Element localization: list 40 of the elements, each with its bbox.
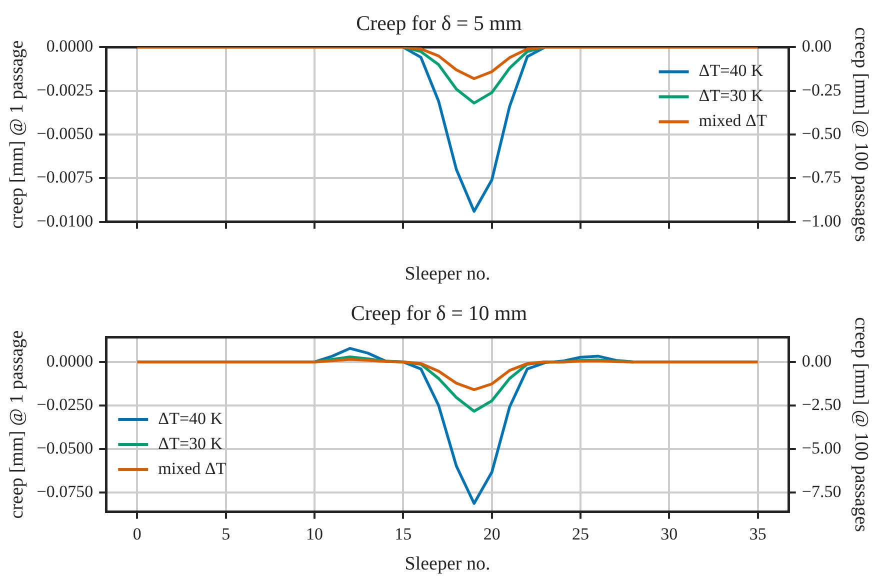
y-axis-title: creep [mm] @ 1 passage bbox=[6, 330, 28, 519]
y2-tick-label: −0.25 bbox=[802, 80, 842, 100]
y2-axis-title: creep [mm] @ 100 passages bbox=[850, 317, 872, 532]
legend-label: ΔT=30 K bbox=[698, 86, 764, 106]
y-tick-label: −0.0025 bbox=[36, 80, 94, 100]
y2-tick-label: −1.00 bbox=[802, 211, 842, 230]
y-tick-label: −0.0050 bbox=[36, 124, 94, 143]
chart-title: Creep for δ = 5 mm bbox=[356, 11, 522, 36]
y2-tick-label: −5.00 bbox=[802, 438, 842, 458]
x-tick-label: 30 bbox=[660, 524, 678, 544]
legend-label: ΔT=30 K bbox=[158, 434, 224, 453]
x-tick-label: 25 bbox=[572, 524, 589, 544]
y-tick-label: −0.0500 bbox=[36, 438, 94, 458]
y-tick-label: −0.0750 bbox=[36, 482, 94, 502]
y-tick-label: −0.0100 bbox=[36, 211, 94, 230]
legend-label: ΔT=40 K bbox=[158, 408, 224, 428]
x-tick-label: 20 bbox=[483, 524, 500, 544]
y-tick-label: 0.0000 bbox=[46, 351, 94, 370]
y-tick-label: 0.0000 bbox=[46, 36, 94, 56]
y2-axis-title: creep [mm] @ 100 passages bbox=[850, 27, 872, 242]
y2-tick-label: −0.50 bbox=[802, 124, 842, 143]
x-tick-label: 15 bbox=[394, 524, 412, 544]
x-tick-label: 5 bbox=[222, 524, 230, 544]
x-axis-title: Sleeper no. bbox=[404, 554, 490, 575]
chart-title: Creep for δ = 10 mm bbox=[350, 301, 528, 326]
x-tick-label: 10 bbox=[306, 524, 323, 544]
legend-label: ΔT=40 K bbox=[698, 61, 764, 80]
y-tick-label: −0.0075 bbox=[36, 168, 94, 187]
y-tick-label: −0.0250 bbox=[36, 394, 94, 414]
y2-tick-label: −7.50 bbox=[802, 482, 842, 502]
legend-label: mixed ΔT bbox=[158, 458, 227, 478]
y2-tick-label: −2.50 bbox=[802, 394, 842, 414]
y2-tick-label: −0.75 bbox=[802, 168, 842, 187]
x-axis-title: Sleeper no. bbox=[404, 264, 490, 285]
y2-tick-label: 0.00 bbox=[802, 351, 832, 370]
x-tick-label: 35 bbox=[749, 524, 766, 544]
x-tick-label: 0 bbox=[132, 524, 142, 544]
y-axis-title: creep [mm] @ 1 passage bbox=[6, 40, 28, 229]
legend-label: mixed ΔT bbox=[698, 111, 768, 130]
y2-tick-label: 0.00 bbox=[802, 36, 832, 56]
